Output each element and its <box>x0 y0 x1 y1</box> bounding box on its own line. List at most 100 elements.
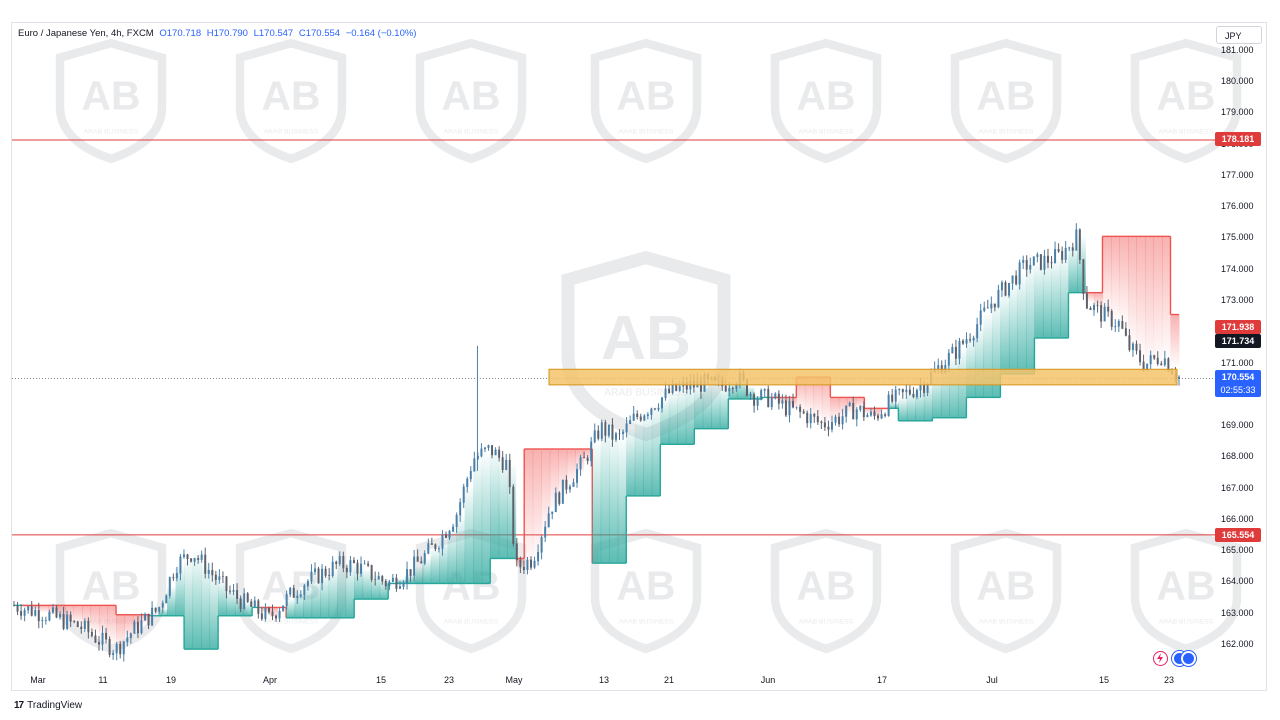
y-tick-label: 177.000 <box>1221 169 1254 180</box>
y-tick-label: 165.000 <box>1221 545 1254 556</box>
band-fill-65 <box>566 448 576 484</box>
band-fill-109 <box>940 364 950 418</box>
band-fill-95 <box>821 377 831 424</box>
x-tick-label: 15 <box>375 675 387 685</box>
lightning-icon[interactable] <box>1153 651 1168 666</box>
band-fill-130 <box>1119 236 1129 324</box>
band-fill-35 <box>311 578 321 618</box>
band-fill-96 <box>830 397 840 421</box>
band-fill-80 <box>694 384 704 429</box>
band-fill-121 <box>1042 261 1052 338</box>
band-fill-126 <box>1085 292 1095 303</box>
band-fill-56 <box>490 448 500 559</box>
svg-text:AB: AB <box>1157 563 1216 609</box>
band-fill-57 <box>498 456 508 559</box>
low-value: L170.547 <box>253 28 294 39</box>
band-fill-51 <box>447 527 457 584</box>
band-fill-77 <box>668 392 678 445</box>
svg-text:ARAB BUSINESS: ARAB BUSINESS <box>799 128 854 135</box>
svg-text:ARAB BUSINESS: ARAB BUSINESS <box>619 128 674 135</box>
key-zone-rect[interactable] <box>548 368 1178 386</box>
y-tick-label: 163.000 <box>1221 607 1254 618</box>
svg-text:ARAB BUSINESS: ARAB BUSINESS <box>444 128 499 135</box>
band-fill-73 <box>634 417 644 496</box>
band-fill-110 <box>949 356 959 418</box>
svg-text:AB: AB <box>977 73 1036 119</box>
black-price-label: 171.734 <box>1215 334 1261 348</box>
y-tick-label: 168.000 <box>1221 451 1254 462</box>
brand-name: TradingView <box>27 700 83 711</box>
band-fill-18 <box>167 586 177 616</box>
chart-frame[interactable]: AB ARAB BUSINESS AB ARAB BUSINESS AB ARAB BUS… <box>11 22 1267 691</box>
band-fill-68 <box>592 444 602 564</box>
high-value: H170.790 <box>206 28 248 39</box>
band-fill-112 <box>966 337 976 398</box>
svg-text:ARAB BUSINESS: ARAB BUSINESS <box>604 387 688 398</box>
band-fill-103 <box>889 402 899 409</box>
svg-text:AB: AB <box>617 563 676 609</box>
band-fill-118 <box>1017 273 1027 374</box>
svg-text:AB: AB <box>1157 73 1216 119</box>
band-fill-13 <box>124 614 134 640</box>
chart-plot[interactable]: AB ARAB BUSINESS AB ARAB BUSINESS AB ARAB BUS… <box>12 23 1268 692</box>
band-fill-12 <box>116 614 126 650</box>
band-fill-85 <box>736 377 746 399</box>
band-fill-69 <box>600 427 610 564</box>
y-tick-label: 173.000 <box>1221 295 1254 306</box>
band-fill-40 <box>354 564 364 600</box>
watermark-shield-6: AB ARAB BUSINESS <box>1130 38 1242 164</box>
chart-icons <box>1153 651 1196 666</box>
band-fill-107 <box>923 383 933 421</box>
band-fill-129 <box>1110 236 1120 320</box>
band-fill-54 <box>473 458 483 584</box>
brand-footer[interactable]: 17 TradingView <box>14 700 82 711</box>
band-fill-24 <box>218 580 228 616</box>
band-fill-43 <box>379 578 389 600</box>
svg-text:ARAB BUSINESS: ARAB BUSINESS <box>444 618 499 625</box>
current-price-label: 170.554 <box>1215 370 1261 384</box>
y-tick-label: 179.000 <box>1221 107 1254 118</box>
band-fill-97 <box>838 397 848 418</box>
x-tick-label: 23 <box>1163 675 1175 685</box>
symbol-title[interactable]: Euro / Japanese Yen, 4h, FXCM <box>18 28 154 39</box>
band-fill-75 <box>651 405 661 496</box>
svg-text:ARAB BUSINESS: ARAB BUSINESS <box>264 618 319 625</box>
band-fill-106 <box>915 388 925 421</box>
band-fill-34 <box>303 583 313 618</box>
svg-text:ARAB BUSINESS: ARAB BUSINESS <box>264 128 319 135</box>
band-fill-53 <box>464 486 474 584</box>
band-fill-70 <box>609 433 619 564</box>
band-fill-62 <box>541 448 551 534</box>
svg-text:ARAB BUSINESS: ARAB BUSINESS <box>619 618 674 625</box>
watermark-shield-2: AB ARAB BUSINESS <box>415 38 527 164</box>
band-fill-46 <box>405 574 415 584</box>
band-fill-25 <box>226 589 236 616</box>
watermark-shield-3: AB ARAB BUSINESS <box>590 38 702 164</box>
band-fill-38 <box>337 564 347 618</box>
y-tick-label: 174.000 <box>1221 263 1254 274</box>
band-fill-133 <box>1144 236 1154 365</box>
svg-text:ARAB BUSINESS: ARAB BUSINESS <box>799 618 854 625</box>
band-fill-5 <box>56 605 66 618</box>
currency-button[interactable]: JPY <box>1216 26 1262 44</box>
x-tick-label: Mar <box>30 675 46 685</box>
band-fill-135 <box>1161 236 1171 356</box>
globe-icon-2[interactable] <box>1181 651 1196 666</box>
band-fill-60 <box>524 448 534 564</box>
svg-text:AB: AB <box>82 73 141 119</box>
band-fill-94 <box>813 377 823 420</box>
band-fill-113 <box>974 327 984 398</box>
band-fill-71 <box>617 439 627 564</box>
band-fill-102 <box>881 408 891 410</box>
support-price-label: 165.554 <box>1215 528 1261 542</box>
band-fill-22 <box>201 561 211 650</box>
band-fill-42 <box>371 574 381 600</box>
svg-text:AB: AB <box>82 563 141 609</box>
x-tick-label: Apr <box>262 675 278 685</box>
svg-text:AB: AB <box>442 73 501 119</box>
band-fill-45 <box>396 578 406 584</box>
band-fill-11 <box>107 605 117 645</box>
band-fill-76 <box>660 398 670 445</box>
band-fill-20 <box>184 558 194 650</box>
y-tick-label: 180.000 <box>1221 76 1254 87</box>
